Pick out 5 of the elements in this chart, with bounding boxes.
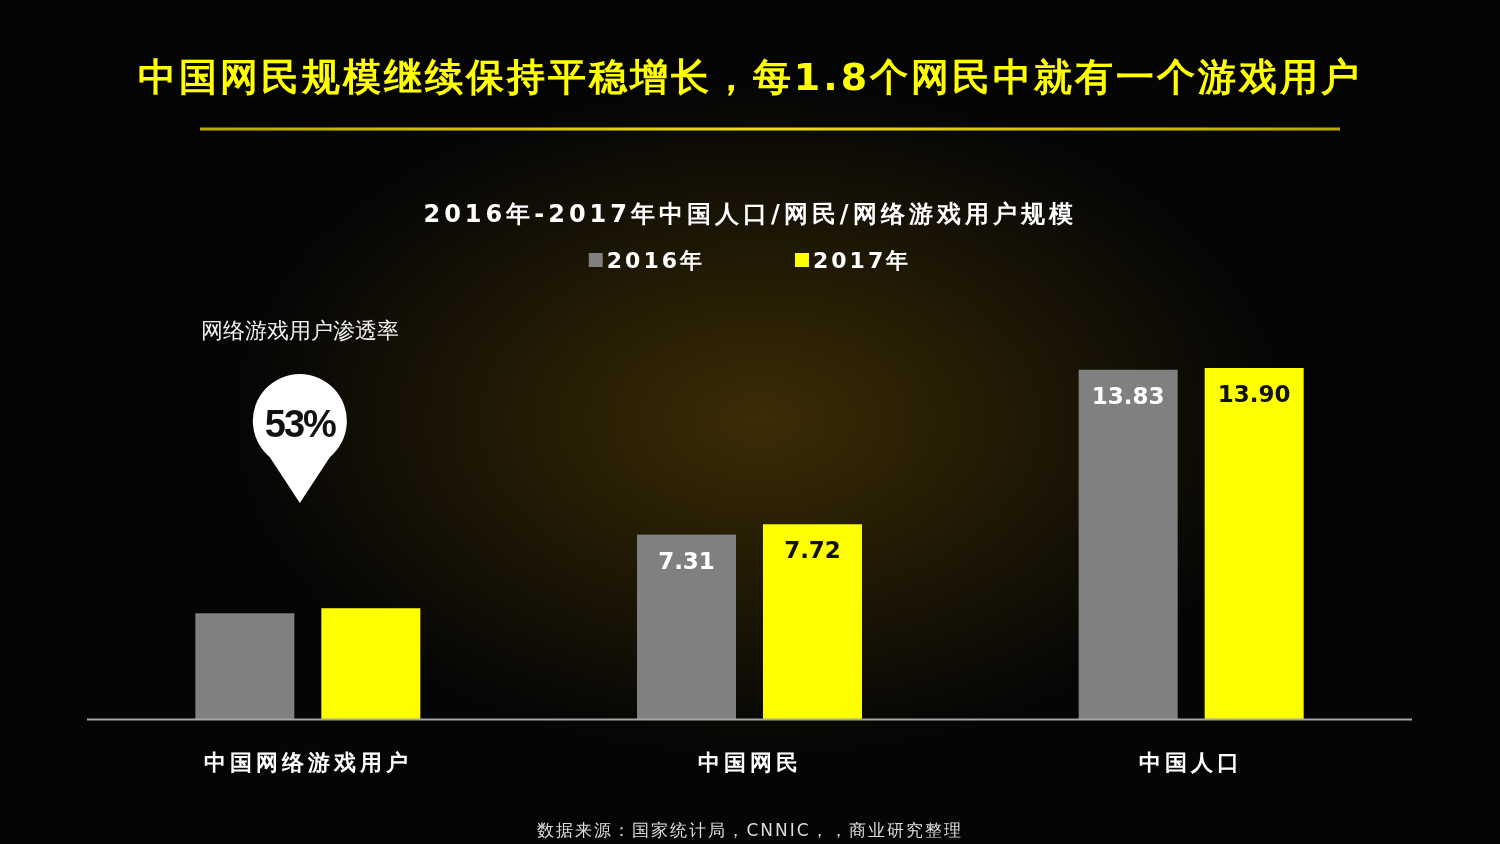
subtitle: 2016年-2017年中国人口/网民/网络游戏用户规模 xyxy=(423,200,1077,228)
title: 中国网民规模继续保持平稳增长，每1.8个网民中就有一个游戏用户 xyxy=(137,55,1363,99)
annotation: 53% xyxy=(264,403,335,445)
annotation: 数据来源：国家统计局，CNNIC，，商业研究整理 xyxy=(537,820,963,840)
annotation: 网络游戏用户渗透率 xyxy=(200,318,399,343)
